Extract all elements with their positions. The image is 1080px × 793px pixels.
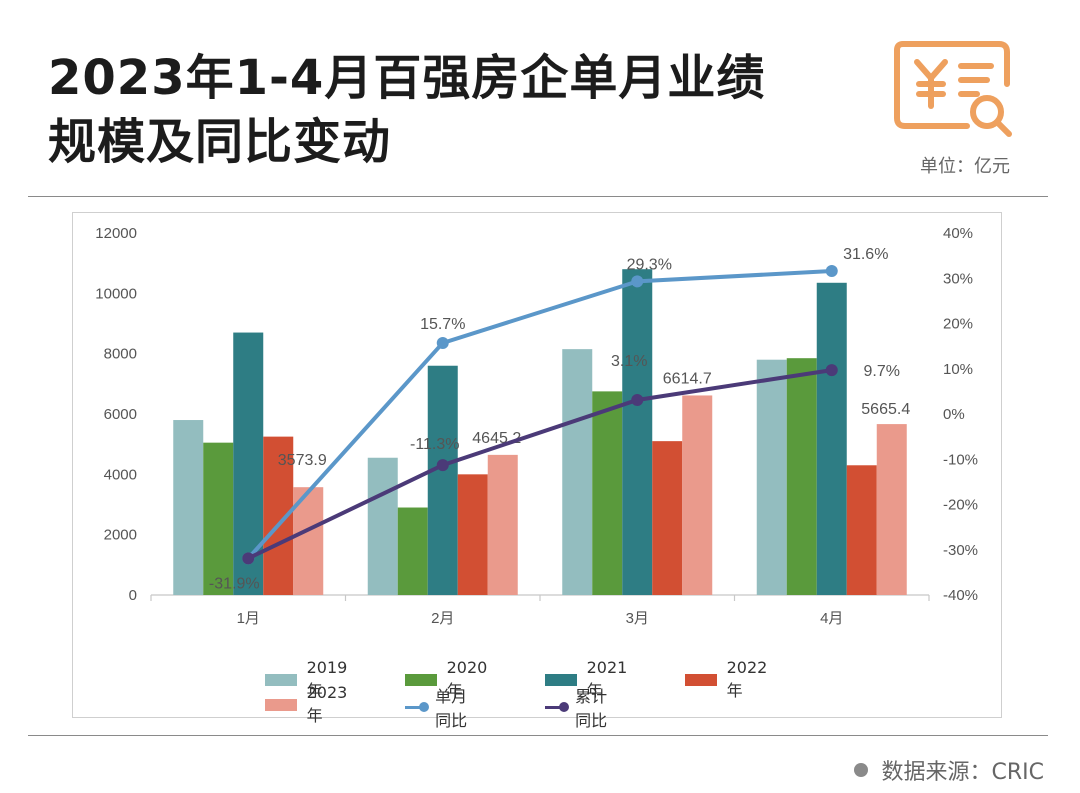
bar-2022年: [457, 474, 488, 595]
y-right-tick-label: 40%: [943, 225, 973, 242]
data-label: 3573.9: [278, 452, 327, 469]
line-marker: [825, 364, 838, 377]
data-label: 31.6%: [843, 246, 888, 263]
legend-swatch: [265, 698, 297, 711]
legend-item: 累计同比: [545, 683, 609, 731]
legend-label: 2022年: [726, 658, 768, 700]
bar-2022年: [652, 441, 683, 595]
bar-2019年: [173, 420, 204, 595]
y-right-tick-label: 20%: [943, 316, 973, 333]
legend-swatch: [405, 673, 437, 686]
data-label: 4645.2: [472, 430, 521, 447]
line-marker: [242, 552, 255, 565]
y-left-tick-label: 0: [129, 587, 137, 604]
legend-swatch: [685, 673, 717, 686]
page-title: 2023年1-4月百强房企单月业绩 规模及同比变动: [48, 46, 888, 174]
bar-2021年: [233, 332, 264, 595]
title-line-2: 规模及同比变动: [48, 114, 392, 170]
bar-2019年: [756, 359, 787, 595]
legend-item: 2022年: [685, 658, 774, 701]
line-marker: [631, 393, 644, 406]
bar-2021年: [816, 282, 847, 595]
x-tick-label: 4月: [820, 610, 843, 627]
bar-2020年: [397, 507, 428, 595]
y-right-tick-label: -30%: [943, 542, 978, 559]
legend-label: 累计同比: [575, 687, 608, 730]
bullet-icon: [853, 763, 868, 777]
bar-2019年: [367, 457, 398, 595]
data-label: 9.7%: [864, 363, 900, 380]
bar-2020年: [592, 391, 623, 595]
data-label: 15.7%: [420, 316, 465, 333]
data-label: 3.1%: [611, 353, 647, 370]
legend-item: 2019年: [265, 658, 354, 701]
legend-swatch: [405, 701, 429, 713]
legend-label: 2023年: [306, 683, 348, 725]
bar-2021年: [622, 269, 653, 595]
y-right-tick-label: 0%: [943, 406, 965, 423]
data-label: -11.3%: [410, 436, 460, 453]
y-left-tick-label: 6000: [104, 406, 137, 423]
bar-2020年: [203, 442, 234, 595]
title-line-1: 2023年1-4月百强房企单月业绩: [48, 50, 766, 106]
unit-label: 单位：亿元: [920, 156, 1010, 177]
y-right-tick-label: 30%: [943, 270, 973, 287]
receipt-search-icon: [894, 41, 1012, 137]
legend-label: 2019年: [306, 658, 348, 700]
combo-chart: 0 2000 4000 6000 8000 10000 12000 -40% -30% -20% -…: [95, 225, 978, 627]
legend-label: 2021年: [586, 658, 628, 700]
bar-2021年: [427, 365, 458, 595]
legend-item: 2020年: [405, 658, 494, 701]
bar-2019年: [562, 349, 593, 595]
y-right-tick-label: -20%: [943, 497, 978, 514]
legend-swatch: [545, 673, 577, 686]
y-right-tick-label: 10%: [943, 361, 973, 378]
legend-item: 2023年: [265, 683, 354, 726]
line-marker: [631, 275, 644, 288]
y-left-tick-label: 10000: [95, 285, 137, 302]
footer-divider: [28, 735, 1048, 736]
bar-2022年: [846, 465, 877, 595]
line-累计同比: [247, 368, 833, 561]
bar-2023年: [487, 454, 518, 595]
y-left-tick-label: 12000: [95, 225, 137, 242]
bar-2023年: [682, 395, 713, 595]
legend-swatch: [265, 673, 297, 686]
x-tick-label: 3月: [626, 610, 649, 627]
data-label: 5665.4: [861, 401, 910, 418]
legend-item: 2021年: [545, 658, 634, 701]
header-divider: [28, 196, 1048, 197]
data-label: -31.9%: [209, 575, 260, 592]
source-note: 数据来源：CRIC: [853, 754, 1045, 786]
legend-item: 单月同比: [405, 683, 469, 731]
y-right-tick-label: -40%: [943, 587, 978, 604]
legend-label: 2020年: [446, 658, 488, 700]
data-label: 6614.7: [663, 370, 712, 387]
bar-2023年: [876, 424, 907, 595]
line-单月同比: [246, 269, 832, 560]
y-left-tick-label: 8000: [104, 346, 137, 363]
line-marker: [825, 265, 838, 278]
x-tick-label: 2月: [431, 610, 454, 627]
y-left-tick-label: 4000: [104, 466, 137, 483]
bar-2020年: [786, 358, 817, 595]
data-label: 29.3%: [627, 256, 672, 273]
legend-swatch: [545, 701, 569, 713]
y-left-tick-label: 2000: [104, 527, 137, 544]
y-right-tick-label: -10%: [943, 451, 978, 468]
legend-label: 单月同比: [435, 687, 468, 730]
chart-frame: 0 2000 4000 6000 8000 10000 12000 -40% -30% -20% -…: [72, 212, 1002, 730]
line-marker: [436, 459, 449, 472]
line-marker: [436, 336, 449, 349]
x-tick-label: 1月: [237, 610, 260, 627]
source-text: 数据来源：CRIC: [881, 760, 1045, 785]
